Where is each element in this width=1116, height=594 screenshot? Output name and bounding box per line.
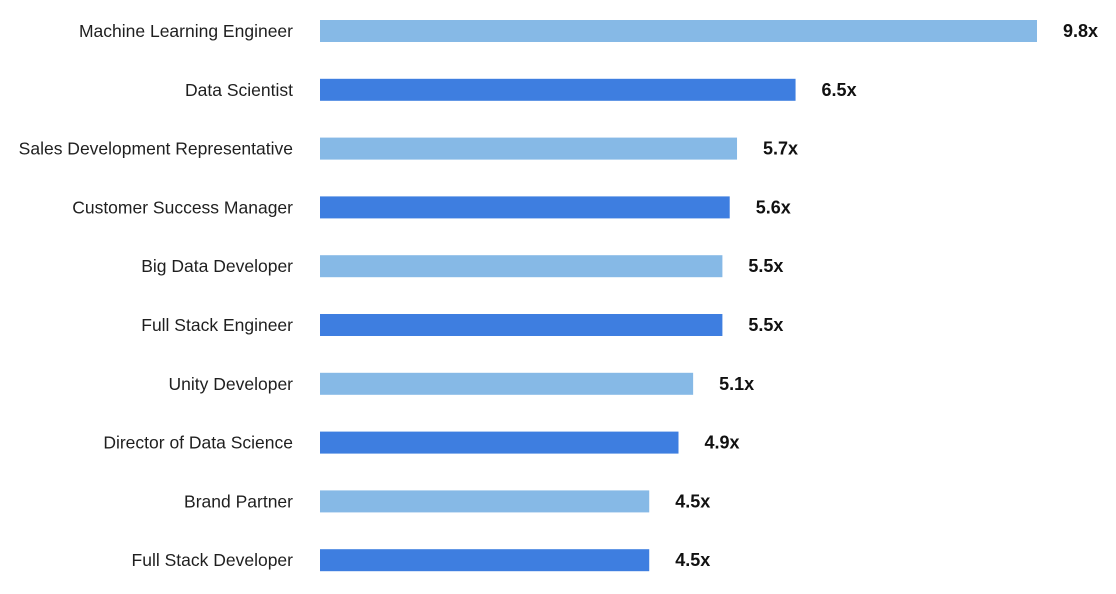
- bar: [320, 78, 796, 101]
- value-label: 5.7x: [763, 139, 798, 159]
- bar: [320, 196, 730, 219]
- category-label: Unity Developer: [169, 374, 294, 394]
- bar: [320, 255, 723, 278]
- value-label: 4.9x: [705, 433, 740, 453]
- bar: [320, 549, 650, 572]
- value-label: 9.8x: [1063, 21, 1098, 41]
- value-label: 4.5x: [675, 550, 710, 570]
- value-label: 5.5x: [748, 315, 783, 335]
- category-label: Big Data Developer: [141, 256, 293, 276]
- value-label: 5.1x: [719, 374, 754, 394]
- category-label: Data Scientist: [185, 80, 293, 100]
- value-label: 6.5x: [822, 80, 857, 100]
- bar: [320, 137, 738, 160]
- bar: [320, 314, 723, 336]
- value-label: 5.6x: [756, 197, 791, 217]
- category-label: Sales Development Representative: [19, 139, 293, 159]
- bar: [320, 431, 679, 454]
- category-label: Full Stack Developer: [132, 550, 294, 570]
- bar: [320, 20, 1037, 42]
- category-labels: Machine Learning Engineer Data Scientist S…: [19, 21, 294, 570]
- value-labels: 9.8x 6.5x 5.7x 5.6x 5.5x 5.5x 5.1x 4.9x 4.5x 4.5x: [675, 21, 1098, 570]
- value-label: 4.5x: [675, 491, 710, 511]
- bar: [320, 372, 694, 395]
- category-label: Director of Data Science: [103, 433, 293, 453]
- category-label: Customer Success Manager: [72, 197, 293, 217]
- category-label: Full Stack Engineer: [141, 315, 293, 335]
- bars-layer: [320, 20, 1037, 572]
- category-label: Machine Learning Engineer: [79, 21, 293, 41]
- bar: [320, 490, 650, 513]
- value-label: 5.5x: [748, 256, 783, 276]
- category-label: Brand Partner: [184, 491, 293, 511]
